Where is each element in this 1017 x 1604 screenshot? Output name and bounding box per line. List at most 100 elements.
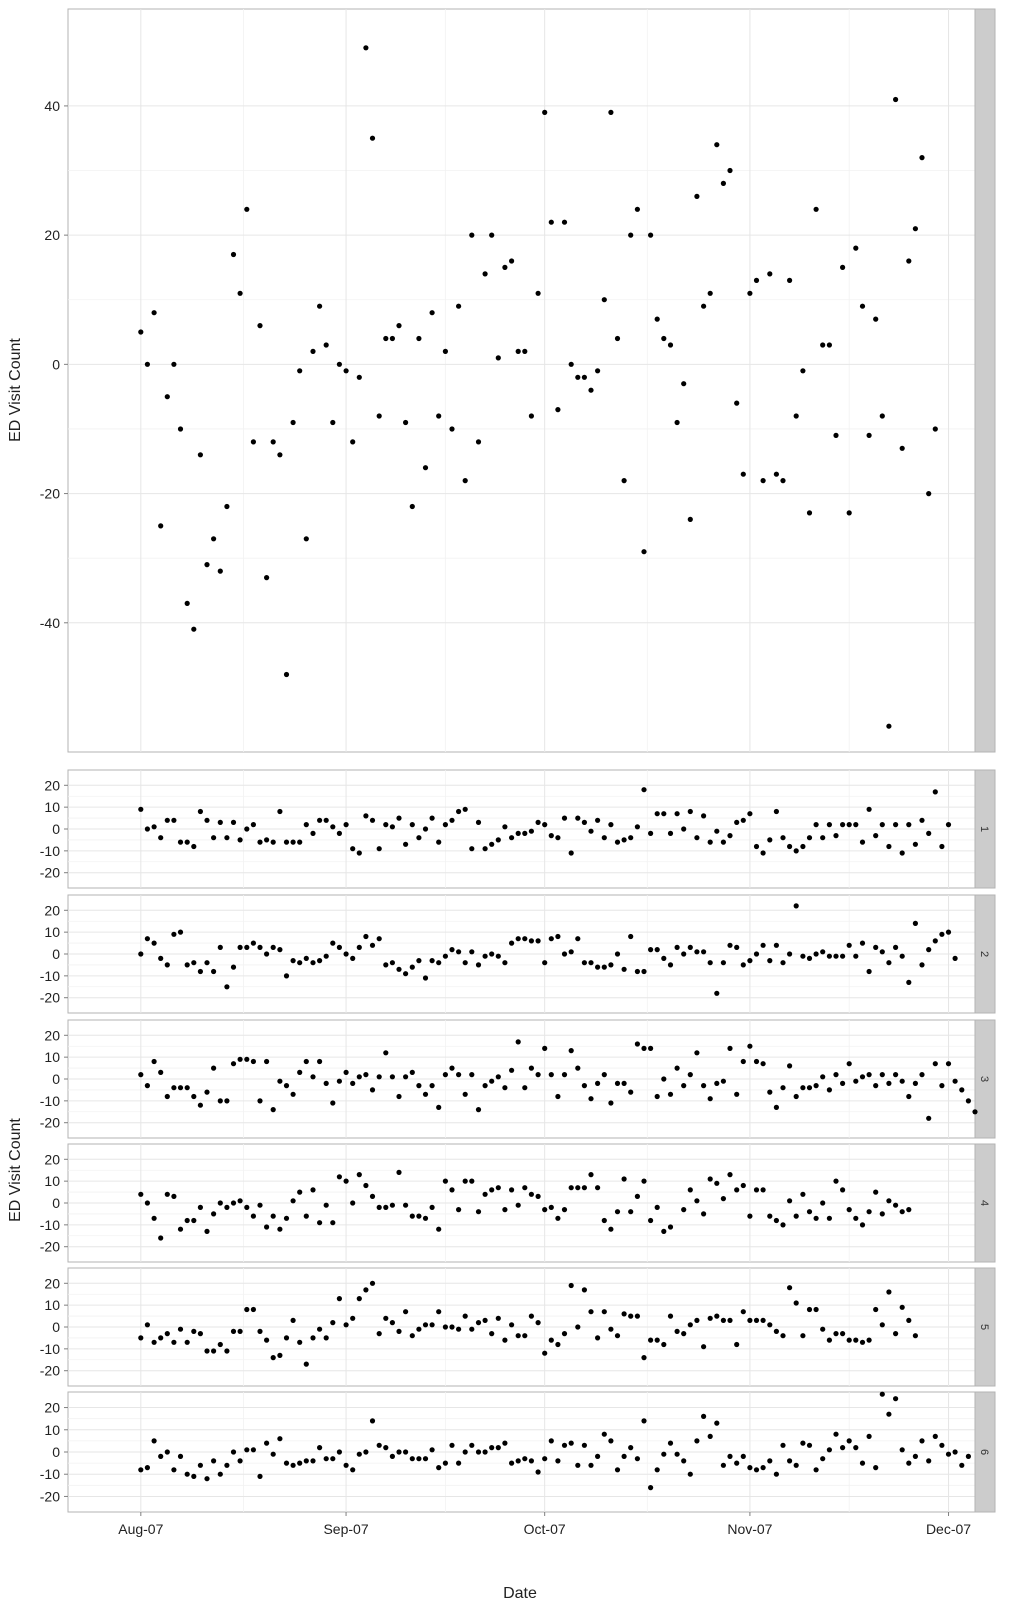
- data-point: [886, 1080, 892, 1086]
- data-point: [601, 297, 607, 303]
- data-point: [773, 942, 780, 948]
- data-point: [502, 960, 508, 966]
- data-point: [204, 1228, 210, 1234]
- data-point: [383, 1204, 389, 1210]
- data-point: [495, 837, 501, 843]
- data-point: [846, 822, 852, 828]
- data-point: [621, 1080, 627, 1086]
- data-point: [224, 1098, 230, 1104]
- facet-strip: [974, 1267, 996, 1387]
- data-point: [389, 960, 395, 966]
- data-point: [376, 1331, 382, 1337]
- data-point: [859, 839, 866, 845]
- panels-layer: -40-2002040-20-10010201-20-10010202-20-1…: [40, 8, 996, 1513]
- data-point: [409, 1333, 415, 1339]
- data-point: [482, 1317, 488, 1323]
- data-point: [184, 1085, 190, 1091]
- data-point: [859, 1460, 866, 1466]
- data-point: [800, 1333, 806, 1339]
- data-point: [873, 1189, 879, 1195]
- data-point: [813, 1215, 819, 1221]
- data-point: [787, 1198, 793, 1204]
- data-point: [601, 964, 607, 970]
- data-point: [502, 824, 508, 830]
- data-point: [879, 1322, 885, 1328]
- data-point: [588, 1462, 594, 1468]
- data-point: [846, 942, 852, 948]
- data-point: [893, 822, 899, 828]
- data-point: [813, 1306, 819, 1313]
- data-point: [177, 1226, 184, 1232]
- data-point: [522, 348, 528, 354]
- data-point: [343, 1462, 349, 1468]
- data-point: [926, 830, 932, 837]
- data-point: [396, 1328, 402, 1334]
- data-point: [224, 1204, 230, 1210]
- data-point: [217, 1471, 223, 1477]
- data-point: [753, 1187, 760, 1193]
- data-point: [674, 1451, 680, 1457]
- data-point: [614, 951, 621, 957]
- data-point: [568, 361, 574, 367]
- data-point: [846, 1061, 852, 1067]
- data-point: [489, 1078, 495, 1084]
- data-point: [873, 833, 879, 839]
- data-point: [747, 290, 753, 296]
- data-point: [211, 1348, 217, 1354]
- data-point: [727, 1045, 733, 1051]
- data-point: [489, 951, 495, 957]
- data-point: [780, 1222, 786, 1228]
- data-point: [151, 310, 157, 316]
- data-point: [350, 955, 356, 962]
- data-point: [555, 407, 561, 413]
- data-point: [356, 944, 362, 951]
- data-point: [575, 374, 581, 380]
- data-point: [568, 1440, 574, 1446]
- data-point: [482, 1449, 488, 1455]
- data-point: [588, 1172, 594, 1178]
- data-point: [270, 1355, 276, 1361]
- data-point: [595, 964, 601, 970]
- data-point: [840, 822, 846, 828]
- data-point: [151, 1438, 157, 1444]
- data-point: [727, 167, 733, 174]
- data-point: [826, 1447, 833, 1453]
- data-point: [310, 1335, 316, 1341]
- data-point: [475, 962, 482, 968]
- data-point: [416, 1326, 422, 1332]
- data-point: [317, 303, 323, 309]
- data-point: [542, 960, 548, 966]
- data-point: [297, 839, 303, 845]
- y-tick-label: -20: [40, 1488, 60, 1504]
- data-point: [793, 848, 799, 854]
- data-point: [899, 445, 905, 451]
- data-point: [515, 1039, 521, 1045]
- data-point: [164, 394, 170, 400]
- data-point: [661, 955, 667, 962]
- data-point: [270, 1213, 276, 1219]
- data-point: [661, 1451, 667, 1457]
- data-point: [945, 1061, 952, 1067]
- data-point: [681, 826, 687, 832]
- data-point: [389, 1453, 395, 1459]
- data-point: [800, 843, 806, 850]
- data-point: [535, 1469, 541, 1475]
- data-point: [416, 1213, 422, 1219]
- data-point: [369, 1193, 376, 1199]
- data-point: [336, 1078, 342, 1084]
- data-point: [164, 1449, 170, 1455]
- data-point: [972, 1109, 978, 1115]
- data-point: [482, 1083, 488, 1089]
- data-point: [237, 290, 243, 296]
- data-point: [886, 1411, 892, 1417]
- data-point: [343, 368, 349, 374]
- data-point: [409, 964, 415, 970]
- data-point: [694, 1198, 700, 1204]
- y-tick-label: 20: [44, 227, 60, 243]
- data-point: [416, 1456, 422, 1462]
- data-point: [614, 1333, 621, 1339]
- data-point: [350, 846, 356, 852]
- data-point: [667, 1091, 674, 1097]
- data-point: [555, 1341, 561, 1348]
- data-point: [343, 951, 349, 957]
